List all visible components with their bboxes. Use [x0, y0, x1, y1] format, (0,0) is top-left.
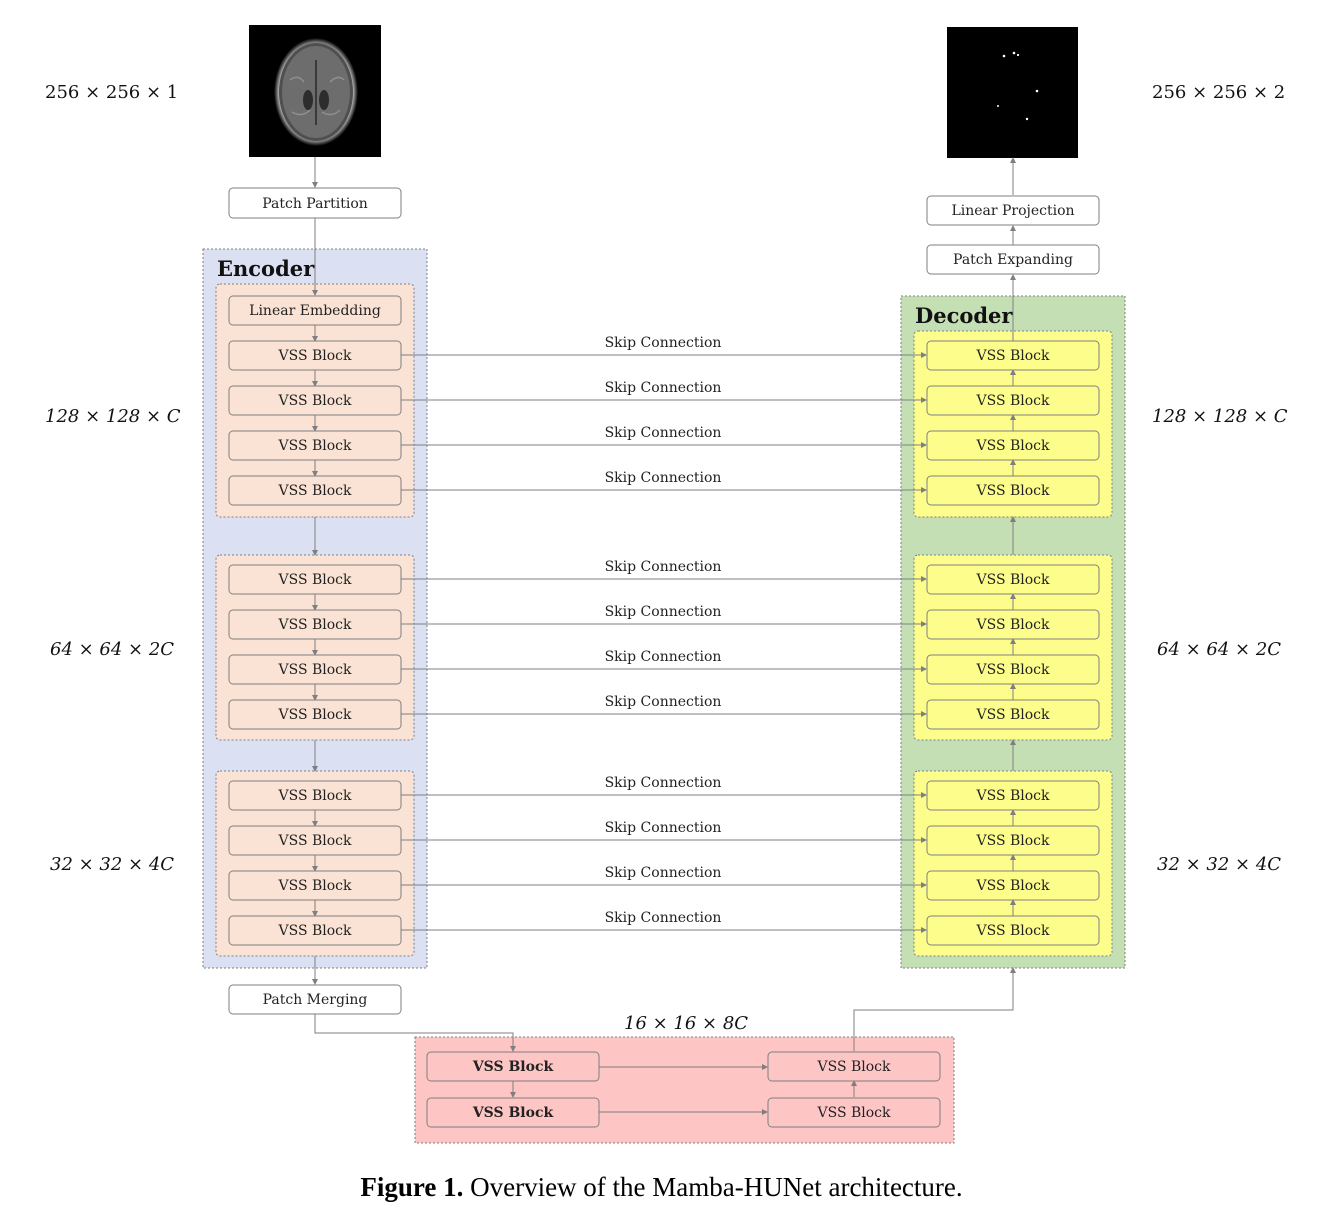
svg-text:Linear Projection: Linear Projection [951, 203, 1074, 219]
skip-connection-label: Skip Connection [605, 604, 722, 620]
svg-text:VSS Block: VSS Block [975, 348, 1050, 364]
svg-text:VSS Block: VSS Block [975, 483, 1050, 499]
decoder-vss-block: VSS Block [926, 385, 1100, 416]
dim-stage2-right: 64 × 64 × 2C [1157, 639, 1281, 660]
patch-expanding-box: Patch Expanding [926, 244, 1100, 275]
skip-connection-label: Skip Connection [605, 694, 722, 710]
svg-text:VSS Block: VSS Block [277, 833, 352, 849]
encoder-vss-block: VSS Block [228, 699, 402, 730]
svg-text:VSS Block: VSS Block [277, 878, 352, 894]
encoder-label: Encoder [217, 256, 315, 281]
svg-text:VSS Block: VSS Block [277, 617, 352, 633]
linear-embedding-box: Linear Embedding [228, 295, 402, 326]
encoder-vss-block: VSS Block [228, 340, 402, 371]
bottleneck-vss-block: VSS Block [426, 1097, 600, 1128]
svg-text:Patch Partition: Patch Partition [262, 196, 368, 212]
flow-lines [312, 157, 1016, 1052]
skip-connection-label: Skip Connection [605, 820, 722, 836]
svg-text:VSS Block: VSS Block [277, 348, 352, 364]
encoder-vss-block: VSS Block [228, 385, 402, 416]
svg-text:Linear Embedding: Linear Embedding [249, 303, 381, 319]
skip-connection-label: Skip Connection [605, 649, 722, 665]
encoder-vss-block: VSS Block [228, 825, 402, 856]
svg-text:VSS Block: VSS Block [277, 438, 352, 454]
decoder-vss-block: VSS Block [926, 915, 1100, 946]
encoder-vss-block: VSS Block [228, 564, 402, 595]
bottleneck-vss-block: VSS Block [767, 1097, 941, 1128]
svg-text:VSS Block: VSS Block [277, 923, 352, 939]
decoder-vss-block: VSS Block [926, 870, 1100, 901]
bottleneck-vss-block: VSS Block [767, 1051, 941, 1082]
decoder-vss-block: VSS Block [926, 699, 1100, 730]
svg-text:VSS Block: VSS Block [975, 617, 1050, 633]
svg-text:VSS Block: VSS Block [472, 1059, 554, 1075]
dim-stage2-left: 64 × 64 × 2C [50, 639, 174, 660]
svg-text:VSS Block: VSS Block [975, 393, 1050, 409]
svg-text:VSS Block: VSS Block [277, 393, 352, 409]
svg-text:VSS Block: VSS Block [816, 1105, 891, 1121]
skip-connection-label: Skip Connection [605, 470, 722, 486]
output-mask-image [947, 27, 1078, 158]
caption-label: Figure 1. [360, 1172, 464, 1202]
svg-text:VSS Block: VSS Block [277, 788, 352, 804]
dim-stage1-right: 128 × 128 × C [1152, 406, 1288, 427]
decoder-vss-block: VSS Block [926, 564, 1100, 595]
linear-projection-box: Linear Projection [926, 195, 1100, 226]
decoder-vss-block: VSS Block [926, 430, 1100, 461]
svg-text:VSS Block: VSS Block [975, 707, 1050, 723]
caption-text: Overview of the Mamba-HUNet architecture… [470, 1172, 963, 1202]
svg-text:VSS Block: VSS Block [277, 483, 352, 499]
bottleneck-vss-block: VSS Block [426, 1051, 600, 1082]
svg-text:VSS Block: VSS Block [277, 707, 352, 723]
skip-connection-label: Skip Connection [605, 775, 722, 791]
svg-text:VSS Block: VSS Block [277, 662, 352, 678]
skip-connection-label: Skip Connection [605, 335, 722, 351]
svg-text:VSS Block: VSS Block [472, 1105, 554, 1121]
svg-text:VSS Block: VSS Block [975, 878, 1050, 894]
decoder-vss-block: VSS Block [926, 475, 1100, 506]
decoder-vss-block: VSS Block [926, 825, 1100, 856]
decoder-vss-block: VSS Block [926, 654, 1100, 685]
encoder-vss-block: VSS Block [228, 915, 402, 946]
input-mri-image [249, 25, 381, 157]
skip-connection-label: Skip Connection [605, 865, 722, 881]
encoder-vss-block: VSS Block [228, 475, 402, 506]
decoder-label: Decoder [915, 303, 1013, 328]
skip-connection-label: Skip Connection [605, 910, 722, 926]
svg-text:VSS Block: VSS Block [816, 1059, 891, 1075]
decoder-vss-block: VSS Block [926, 340, 1100, 371]
dim-stage3-right: 32 × 32 × 4C [1157, 854, 1281, 875]
dim-stage3-left: 32 × 32 × 4C [50, 854, 174, 875]
dim-output: 256 × 256 × 2 [1152, 82, 1285, 103]
decoder-vss-block: VSS Block [926, 609, 1100, 640]
skip-connection-label: Skip Connection [605, 425, 722, 441]
patch-merging-box: Patch Merging [228, 984, 402, 1015]
svg-text:Patch Merging: Patch Merging [263, 992, 368, 1008]
svg-text:VSS Block: VSS Block [975, 833, 1050, 849]
figure-caption: Figure 1. Overview of the Mamba-HUNet ar… [0, 1172, 1323, 1203]
patch-partition-box: Patch Partition [228, 187, 402, 219]
svg-text:VSS Block: VSS Block [975, 572, 1050, 588]
encoder-vss-block: VSS Block [228, 430, 402, 461]
svg-text:Patch Expanding: Patch Expanding [953, 252, 1073, 268]
svg-text:VSS Block: VSS Block [277, 572, 352, 588]
skip-connection-label: Skip Connection [605, 559, 722, 575]
encoder-vss-block: VSS Block [228, 870, 402, 901]
svg-text:VSS Block: VSS Block [975, 662, 1050, 678]
svg-text:VSS Block: VSS Block [975, 788, 1050, 804]
svg-text:VSS Block: VSS Block [975, 923, 1050, 939]
encoder-vss-block: VSS Block [228, 609, 402, 640]
decoder-vss-block: VSS Block [926, 780, 1100, 811]
skip-connection-label: Skip Connection [605, 380, 722, 396]
encoder-vss-block: VSS Block [228, 780, 402, 811]
svg-text:VSS Block: VSS Block [975, 438, 1050, 454]
encoder-vss-block: VSS Block [228, 654, 402, 685]
dim-bottleneck: 16 × 16 × 8C [624, 1013, 748, 1034]
dim-input: 256 × 256 × 1 [45, 82, 178, 103]
dim-stage1-left: 128 × 128 × C [45, 406, 181, 427]
